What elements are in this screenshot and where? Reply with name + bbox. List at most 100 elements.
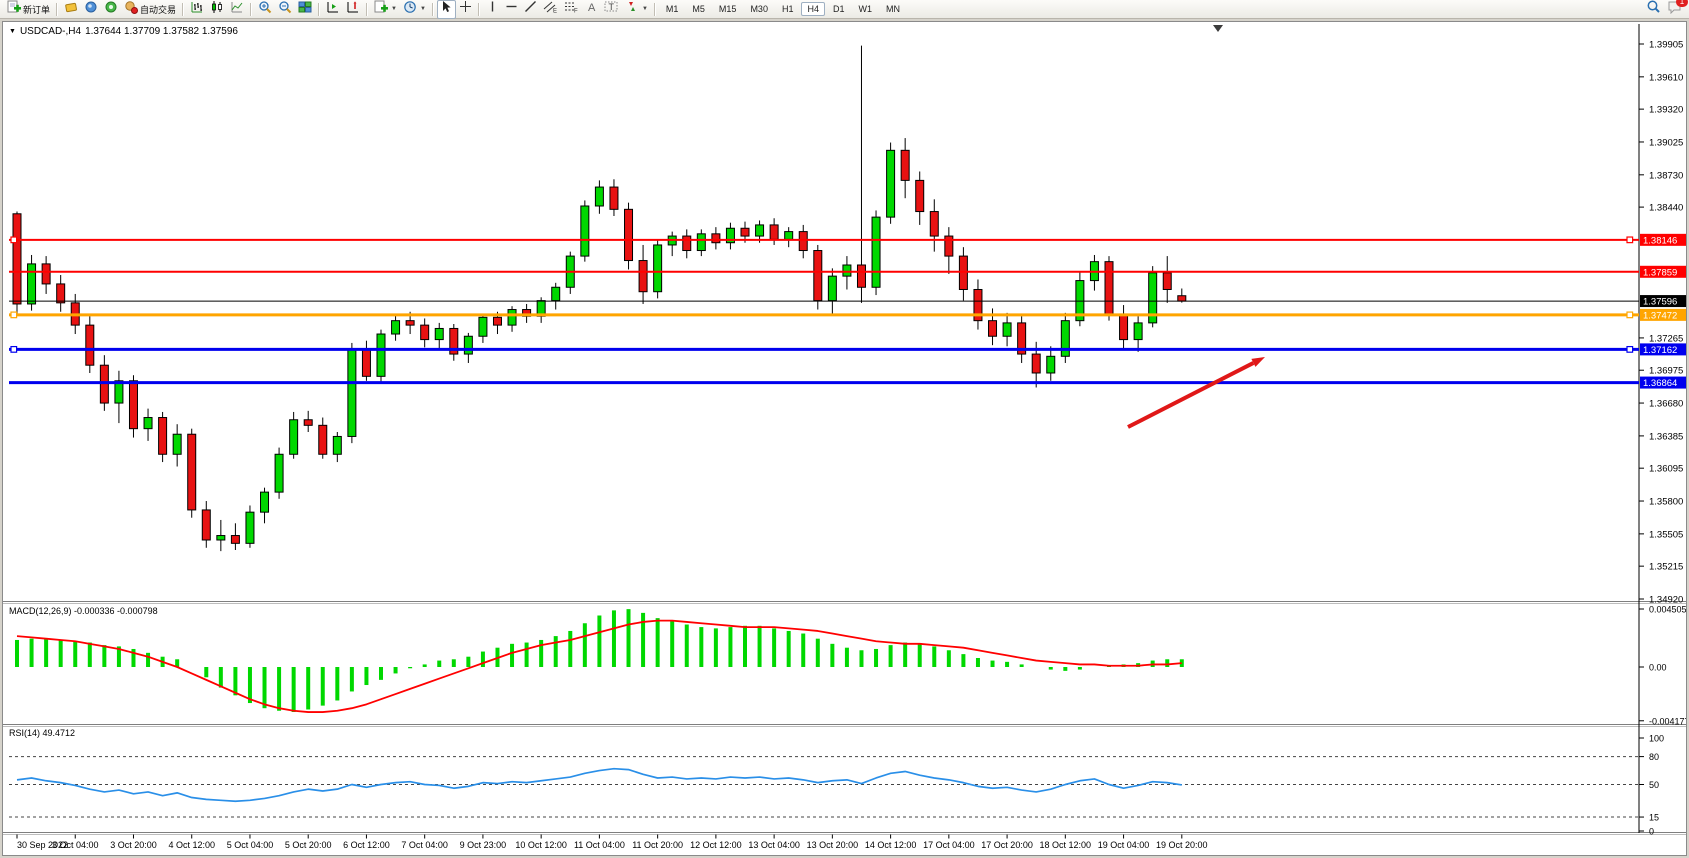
search-icon[interactable] [1646,0,1661,19]
line-handle[interactable] [1626,311,1634,319]
periods-button[interactable]: ▼ [400,0,429,19]
candle [638,260,648,293]
timeframe-button-h4[interactable]: H4 [801,2,825,16]
market-watch-button[interactable] [61,0,81,19]
svg-text:100: 100 [1649,734,1664,744]
candle [1177,295,1187,302]
new-order-button[interactable]: 新订单 [4,0,53,19]
horizontal-line-tool-button[interactable] [502,0,521,19]
timeframe-button-m15[interactable]: M15 [718,4,737,14]
svg-text:1.39320: 1.39320 [1649,105,1683,116]
text-label-tool-button[interactable]: T [601,0,622,19]
timeframe-button-m5[interactable]: M5 [692,4,705,14]
svg-text:1.37265: 1.37265 [1649,333,1683,344]
svg-text:12 Oct 12:00: 12 Oct 12:00 [690,840,742,850]
candle [813,250,823,302]
bar-chart-button[interactable] [187,0,207,19]
zoom-in-button[interactable] [255,0,275,19]
svg-text:1.36975: 1.36975 [1649,366,1683,377]
candle [434,327,444,341]
line-handle[interactable] [1626,236,1634,244]
auto-trading-button[interactable]: 自动交易 [121,0,179,19]
horizontal-line-icon [505,0,518,18]
zoom-out-button[interactable] [275,0,295,19]
line-chart-button[interactable] [227,0,247,19]
svg-text:-0.004177: -0.004177 [1649,716,1686,726]
auto-scroll-button[interactable] [323,0,343,19]
trend-arrow[interactable] [1127,357,1265,429]
candle [99,364,109,404]
candle [624,208,634,262]
text-tool-button[interactable]: A [582,0,601,19]
notifications-button[interactable]: 1 [1667,0,1688,19]
chart-shift-marker[interactable] [1213,25,1223,32]
indicators-button[interactable]: ▼ [371,0,400,19]
svg-text:E: E [553,9,557,14]
candle [1104,261,1114,315]
timeframe-button-m30[interactable]: M30 [750,4,768,14]
candle [1119,313,1129,341]
timeframe-button-d1[interactable]: D1 [832,4,845,14]
timeframe-button-m1[interactable]: M1 [665,4,679,14]
candle [988,320,998,337]
candle [376,333,386,377]
chart-shift-button[interactable] [343,0,363,19]
sounds-button[interactable] [101,0,121,19]
chart-plot[interactable]: MACD(12,26,9) -0.000336 -0.000798 RSI(14)… [3,22,1686,855]
cursor-icon [440,0,453,18]
candle [492,316,502,326]
svg-text:1.37596: 1.37596 [1643,297,1677,308]
line-handle[interactable] [10,345,18,353]
arrows-tool-button[interactable]: ▼ [622,0,651,19]
collapse-triangle-icon[interactable]: ▼ [9,28,16,35]
svg-text:11 Oct 04:00: 11 Oct 04:00 [574,840,625,850]
candle [944,235,954,257]
timeframe-button-mn[interactable]: MN [886,4,900,14]
trendline-tool-button[interactable] [521,0,540,19]
candle [915,179,925,213]
line-handle[interactable] [10,311,18,319]
trendline-icon [524,0,537,18]
svg-text:30 Sep 2022: 30 Sep 2022 [17,840,68,850]
chart-symbol-period: USDCAD-,H4 [19,26,82,37]
tile-windows-button[interactable] [295,0,315,19]
candle [318,424,328,455]
chevron-down-icon: ▼ [641,6,648,12]
rsi-panel: RSI(14) 49.4712 [9,728,1182,803]
fibonacci-tool-button[interactable]: F [561,0,582,19]
svg-text:0.004505: 0.004505 [1649,605,1686,615]
candle [900,149,910,181]
shift-marker[interactable] [1213,25,1223,32]
svg-text:14 Oct 12:00: 14 Oct 12:00 [865,840,917,850]
candle [929,211,939,237]
candle [128,380,138,430]
svg-text:1.38146: 1.38146 [1643,235,1677,246]
line-handle[interactable] [1626,345,1634,353]
timeframe-button-w1[interactable]: W1 [858,4,873,14]
crosshair-tool-button[interactable] [456,0,475,19]
candle [332,435,342,455]
candle [856,264,866,288]
line-handle[interactable] [10,236,18,244]
main-toolbar: 新订单 自动交易 ▼ ▼ E F A T ▼ M1 M5 M15 M30 H1 H4 D1 W… [0,0,1689,19]
timeframe-button-h1[interactable]: H1 [781,4,794,14]
price-axis[interactable]: 1.39905 1.39610 1.39320 1.39025 1.38730 1.384… [1639,40,1686,606]
navigator-button[interactable] [81,0,101,19]
chart-title: ▼ USDCAD-,H4 1.37644 1.37709 1.37582 1.3… [9,26,238,37]
candle [1133,322,1143,341]
new-order-label: 新订单 [23,4,51,15]
channel-tool-button[interactable]: E [540,0,561,19]
price-lines[interactable] [9,236,1639,385]
candle [56,283,66,304]
candle [260,491,270,513]
separator [477,2,480,16]
vertical-line-tool-button[interactable] [483,0,502,19]
candlestick-chart-button[interactable] [207,0,227,19]
svg-text:1.35215: 1.35215 [1649,562,1683,573]
candle [347,349,357,437]
cursor-tool-button[interactable] [436,0,456,19]
candle [478,316,488,337]
svg-text:80: 80 [1649,752,1659,762]
panel-frames [3,601,1686,835]
